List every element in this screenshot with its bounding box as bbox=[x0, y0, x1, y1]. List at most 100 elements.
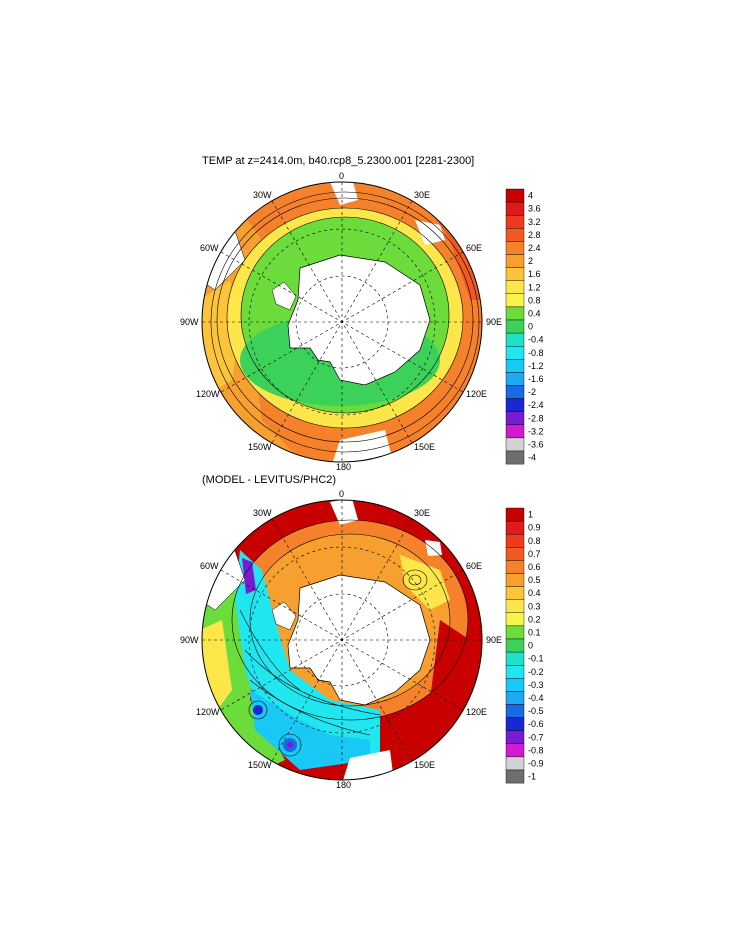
longitude-labels: 0 30E 60E 90E 120E 150E 180 150W 120W 90… bbox=[180, 489, 502, 790]
colorbar-label: 1.6 bbox=[528, 269, 541, 279]
longitude-labels: 0 30E 60E 90E 120E 150E 180 150W 120W 90… bbox=[180, 171, 502, 470]
colorbar-label: -2.8 bbox=[528, 413, 544, 423]
map-border bbox=[201, 499, 483, 781]
colorbar-swatch bbox=[505, 450, 525, 465]
colorbar-swatch bbox=[505, 214, 525, 229]
polar-map: 0 30E 60E 90E 120E 150E 180 150W 120W 90… bbox=[180, 489, 544, 790]
lon-label: 90E bbox=[486, 635, 502, 645]
colorbar-label: 3.6 bbox=[528, 204, 541, 214]
colorbar-swatch bbox=[505, 201, 525, 216]
colorbar-swatch bbox=[505, 651, 525, 666]
colorbar-swatch bbox=[505, 664, 525, 679]
colorbar-label: -1.2 bbox=[528, 361, 544, 371]
lon-label: 30W bbox=[253, 508, 272, 518]
lon-label: 120W bbox=[196, 707, 220, 717]
lon-label: 30E bbox=[414, 508, 430, 518]
graticule bbox=[202, 500, 482, 780]
colorbar-swatch bbox=[505, 188, 525, 203]
contour-lines bbox=[231, 519, 469, 757]
colorbar-label: -0.8 bbox=[528, 348, 544, 358]
lon-label: 180 bbox=[336, 462, 351, 470]
colorbar-swatch bbox=[505, 293, 525, 308]
panel-title: (MODEL - LEVITUS/PHC2) bbox=[202, 474, 337, 486]
difference-map-panel: (MODEL - LEVITUS/PHC2) bbox=[0, 470, 733, 800]
lon-label: 150W bbox=[248, 760, 272, 770]
map-border bbox=[201, 181, 483, 463]
colorbar-swatch bbox=[505, 520, 525, 535]
lon-label: 150E bbox=[414, 760, 435, 770]
colorbar-label: -0.3 bbox=[528, 680, 544, 690]
lon-label: 30W bbox=[253, 190, 272, 200]
lon-label: 60E bbox=[466, 561, 482, 571]
colorbar-label: -0.2 bbox=[528, 667, 544, 677]
colorbar-label: -2.4 bbox=[528, 400, 544, 410]
ocean-minimum bbox=[253, 705, 263, 715]
colorbar-label: 0.6 bbox=[528, 562, 541, 572]
panel-title: TEMP at z=2414.0m, b40.rcp8_5.2300.001 [… bbox=[202, 155, 475, 167]
colorbar-swatch bbox=[505, 638, 525, 653]
lon-label: 120E bbox=[466, 707, 487, 717]
lon-label: 120E bbox=[466, 389, 487, 399]
colorbar-swatch bbox=[505, 411, 525, 426]
colorbar-swatch bbox=[505, 678, 525, 692]
colorbar-swatch bbox=[505, 280, 525, 295]
land-patch bbox=[330, 500, 358, 525]
colorbar-label: -0.4 bbox=[528, 693, 544, 703]
colorbar-label: -0.5 bbox=[528, 706, 544, 716]
colorbar-swatch bbox=[505, 228, 525, 242]
lon-label: 150E bbox=[414, 442, 435, 452]
colorbar-label: 2 bbox=[528, 256, 533, 266]
graticule bbox=[202, 182, 482, 462]
lon-label: 180 bbox=[336, 780, 351, 790]
colorbar-label: -4 bbox=[528, 453, 536, 463]
lon-label: 150W bbox=[248, 442, 272, 452]
colorbar-swatch bbox=[505, 730, 525, 745]
colorbar-swatch bbox=[505, 385, 525, 399]
lon-label: 90W bbox=[180, 635, 199, 645]
colorbar-swatch bbox=[505, 267, 525, 281]
land-patch bbox=[415, 220, 445, 245]
colorbar-swatch bbox=[505, 717, 525, 731]
colorbar-label: -1.6 bbox=[528, 374, 544, 384]
lon-label: 90W bbox=[180, 317, 199, 327]
land-patch bbox=[425, 540, 442, 556]
colorbar-swatch bbox=[505, 560, 525, 574]
colorbar-swatch bbox=[505, 306, 525, 321]
colorbar-label: 1.2 bbox=[528, 282, 541, 292]
colorbar-label: -0.4 bbox=[528, 335, 544, 345]
colorbar-label: 0.8 bbox=[528, 536, 541, 546]
colorbar: 4 3.6 3.2 2.8 2.4 2 1.6 1.2 0.8 0.4 0 -0.4 -0.8 -1.2 -… bbox=[505, 188, 544, 465]
colorbar-swatch bbox=[505, 424, 525, 439]
colorbar-label: -0.8 bbox=[528, 745, 544, 755]
colorbar-label: 0.7 bbox=[528, 549, 541, 559]
colorbar-label: -1 bbox=[528, 772, 536, 782]
colorbar-label: 0.5 bbox=[528, 575, 541, 585]
colorbar-swatch bbox=[505, 241, 525, 255]
colorbar-label: -3.2 bbox=[528, 426, 544, 436]
colorbar-swatch bbox=[505, 372, 525, 386]
land-patch bbox=[340, 750, 395, 780]
lon-label: 90E bbox=[486, 317, 502, 327]
colorbar-label: 0.8 bbox=[528, 295, 541, 305]
colorbar-label: 0.4 bbox=[528, 588, 541, 598]
ocean-minimum bbox=[287, 742, 293, 748]
colorbar-swatch bbox=[505, 346, 525, 360]
lon-label: 120W bbox=[196, 389, 220, 399]
colorbar-label: -2 bbox=[528, 387, 536, 397]
colorbar-label: 4 bbox=[528, 191, 533, 201]
peninsula-landmass bbox=[271, 281, 297, 311]
colorbar-swatch bbox=[505, 547, 525, 561]
colorbar-swatch bbox=[505, 254, 525, 268]
colorbar-swatch bbox=[505, 612, 525, 627]
lon-label: 60W bbox=[200, 243, 219, 253]
colorbar-swatch bbox=[505, 398, 525, 412]
colorbar-swatch bbox=[505, 319, 525, 334]
colorbar-label: 0.9 bbox=[528, 523, 541, 533]
colorbar-label: 3.2 bbox=[528, 217, 541, 227]
colorbar-swatch bbox=[505, 332, 525, 347]
colorbar-label: 0.4 bbox=[528, 308, 541, 318]
colorbar-label: 0.2 bbox=[528, 614, 541, 624]
colorbar: 1 0.9 0.8 0.7 0.6 0.5 0.4 0.3 0.2 0.1 0 -0.1 -0.2 -0.… bbox=[505, 507, 544, 784]
colorbar-swatch bbox=[505, 586, 525, 600]
ocean-minimum bbox=[242, 558, 256, 594]
